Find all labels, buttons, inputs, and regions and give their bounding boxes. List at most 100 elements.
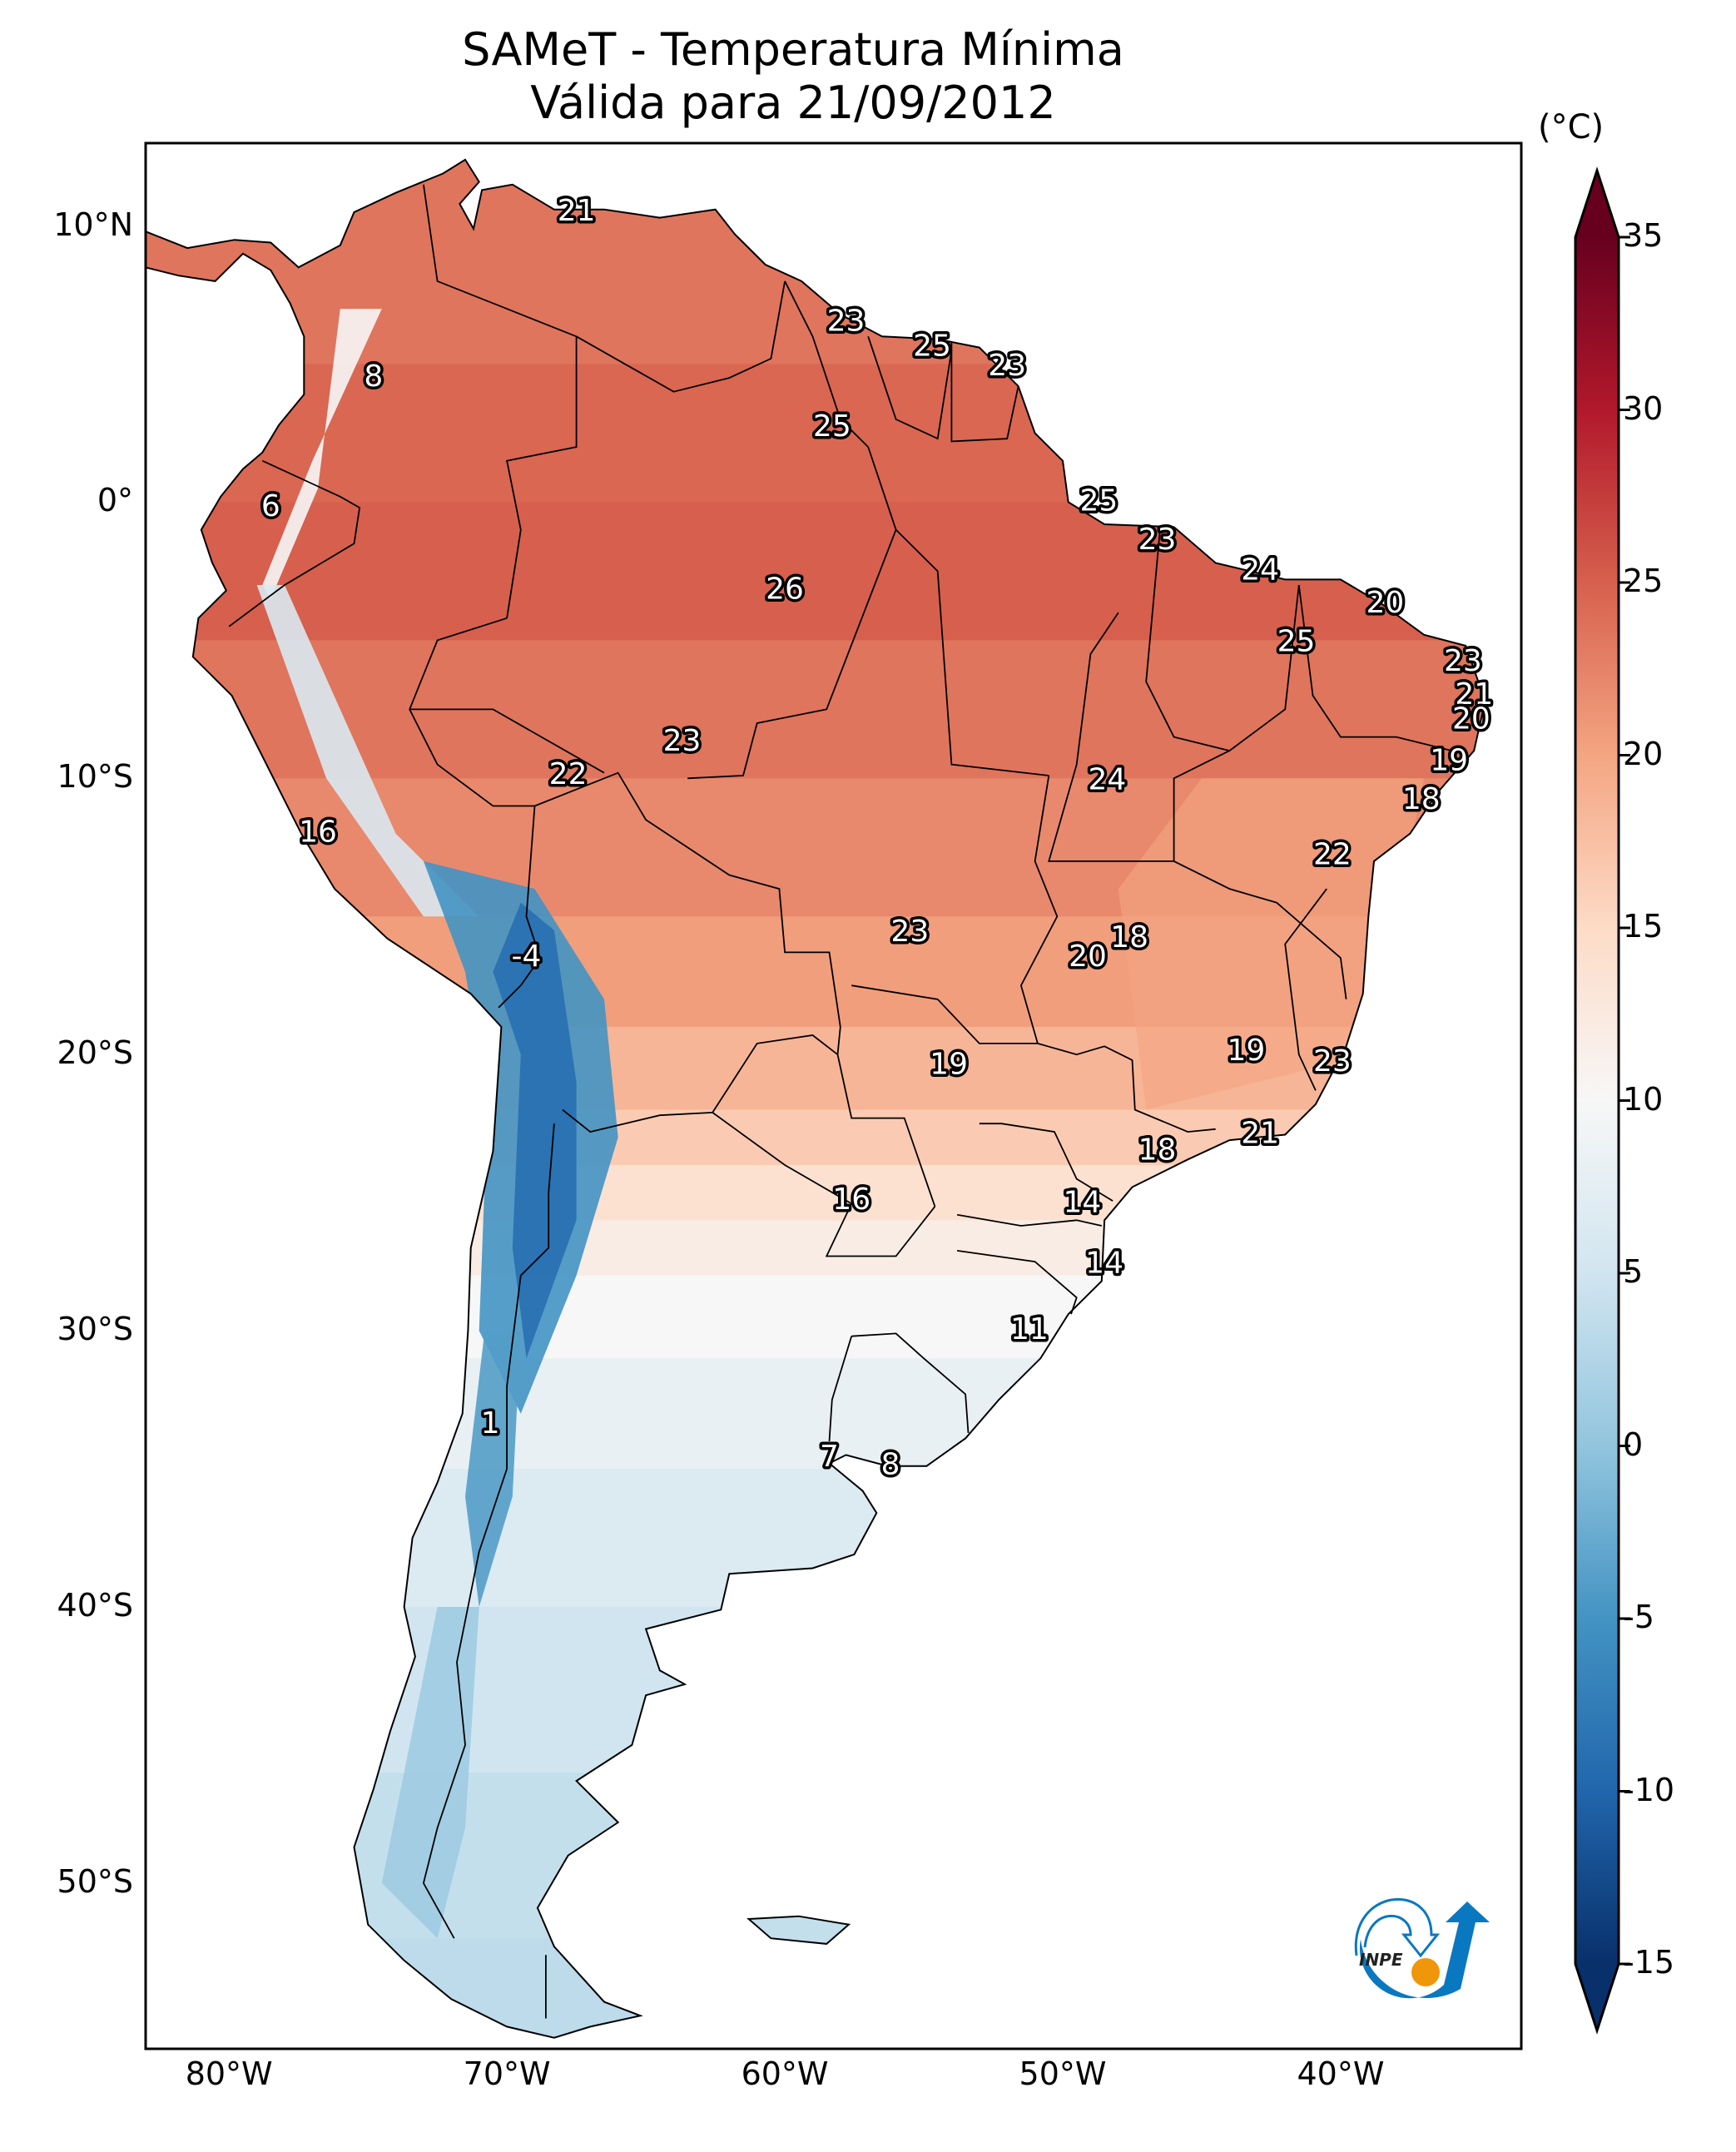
map-title-line1: SAMeT - Temperatura Mínima — [462, 23, 1124, 76]
station-value-label: 23 — [1138, 523, 1177, 557]
border-line — [228, 459, 361, 627]
border-line — [784, 280, 869, 448]
station-value-label: 23 — [890, 915, 929, 949]
latitude-tick-label: 40°S — [57, 1586, 133, 1624]
border-line — [562, 1034, 936, 1207]
latitude-tick-label: 50°S — [57, 1862, 133, 1900]
colorbar-tick-label: 20 — [1623, 735, 1664, 772]
border-line — [956, 1213, 1102, 1227]
colorbar-unit-label: (°C) — [1538, 108, 1605, 146]
border-line — [422, 1123, 555, 1939]
station-value-label: 22 — [1313, 837, 1352, 871]
station-value-label: 23 — [1313, 1044, 1352, 1078]
latitude-tick-label: 20°S — [57, 1034, 133, 1072]
station-value-label: 14 — [1063, 1185, 1101, 1219]
station-value-label: 21 — [1241, 1116, 1279, 1150]
station-value-label: 8 — [364, 359, 383, 394]
station-value-label: 16 — [832, 1183, 870, 1217]
temperature-band — [146, 1469, 1486, 1608]
latitude-tick-label: 0° — [97, 482, 133, 519]
station-value-label: 25 — [913, 330, 951, 364]
temperature-band — [146, 1606, 1486, 1774]
map-title-line2: Válida para 21/09/2012 — [530, 77, 1056, 129]
coastline — [145, 158, 1486, 2039]
border-line — [867, 336, 953, 440]
inpe-logo: INPE — [1354, 1897, 1490, 1999]
temperature-region-andes — [493, 902, 577, 1359]
temperature-region-andes — [256, 585, 479, 917]
station-value-label: 23 — [827, 305, 866, 339]
temperature-region-east-brazil — [1118, 778, 1425, 1110]
station-value-label: 8 — [881, 1448, 900, 1482]
colorbar-tick-label: 5 — [1623, 1253, 1644, 1290]
station-value-label: 16 — [299, 816, 337, 850]
station-value-label: 21 — [558, 194, 596, 228]
border-line — [712, 1112, 936, 1257]
longitude-tick-label: 40°W — [1297, 2055, 1385, 2092]
temperature-band — [146, 1109, 1486, 1166]
latitude-tick-label: 10°S — [57, 758, 133, 796]
colorbar-tick-label: 0 — [1623, 1426, 1644, 1463]
border-line — [1037, 1043, 1216, 1133]
colorbar-tick-label: -10 — [1623, 1771, 1675, 1808]
station-value-label: 18 — [1110, 920, 1148, 955]
country-borders — [228, 184, 1452, 2019]
falkland-islands — [746, 1915, 851, 1945]
station-value-label: 7 — [820, 1440, 839, 1474]
temperature-region-andes — [262, 309, 382, 599]
station-value-label: 18 — [1138, 1133, 1177, 1167]
station-value-label: 19 — [1227, 1034, 1265, 1068]
inpe-logo-text: INPE — [1359, 1950, 1403, 1970]
border-line — [687, 446, 897, 780]
temperature-band — [146, 1275, 1486, 1360]
station-value-label: 6 — [261, 489, 280, 523]
colorbar-tick-label: 30 — [1623, 389, 1664, 427]
inpe-logo-arrow-icon — [1359, 1902, 1490, 1999]
station-value-label: 1 — [481, 1406, 500, 1440]
colorbar-extend-min — [1575, 1964, 1619, 2031]
station-value-label: 22 — [549, 757, 588, 791]
longitude-tick-label: 70°W — [463, 2055, 551, 2092]
border-line — [895, 528, 1049, 776]
border-line — [409, 708, 605, 774]
border-line — [979, 1123, 1114, 1202]
station-value-label: 20 — [1366, 586, 1404, 620]
station-value-label: 20 — [1452, 702, 1490, 736]
colorbar-tick-label: 15 — [1623, 908, 1664, 945]
inpe-logo-swirl-icon — [1354, 1897, 1441, 1958]
colorbar-gradient — [1575, 237, 1619, 1964]
station-value-label: 25 — [1080, 483, 1118, 518]
colorbar-tick-label: -5 — [1623, 1599, 1654, 1635]
border-line — [534, 771, 841, 1055]
station-value-label: 14 — [1085, 1246, 1123, 1280]
colorbar-tick-label: 35 — [1623, 217, 1664, 254]
temperature-band — [146, 1220, 1486, 1277]
station-value-label: -4 — [512, 940, 542, 974]
station-value-label: 25 — [813, 409, 851, 444]
border-line — [1048, 612, 1230, 862]
station-value-label: 26 — [766, 573, 804, 607]
station-value-label: 19 — [1430, 743, 1468, 777]
station-value-label: 24 — [1089, 763, 1127, 797]
longitude-tick-label: 80°W — [185, 2055, 273, 2092]
station-value-label: 19 — [930, 1047, 968, 1081]
station-value-label: 21 — [1455, 677, 1493, 712]
colorbar-tick-label: 25 — [1623, 563, 1664, 599]
station-value-label: 24 — [1241, 553, 1279, 587]
border-line — [828, 1336, 853, 1441]
temperature-band — [146, 640, 1486, 780]
temperature-band — [146, 502, 1486, 642]
longitude-tick-label: 50°W — [1019, 2055, 1107, 2092]
station-value-label: 18 — [1402, 782, 1441, 816]
station-value-label: 11 — [1010, 1312, 1049, 1346]
border-line — [1297, 584, 1452, 751]
border-line — [1173, 860, 1347, 999]
temperature-band — [146, 1773, 1486, 1940]
border-line — [851, 775, 1059, 1044]
map-frame — [144, 141, 1523, 2050]
station-value-label: 20 — [1069, 940, 1107, 974]
longitude-tick-label: 60°W — [741, 2055, 829, 2092]
border-line — [1284, 888, 1327, 1091]
